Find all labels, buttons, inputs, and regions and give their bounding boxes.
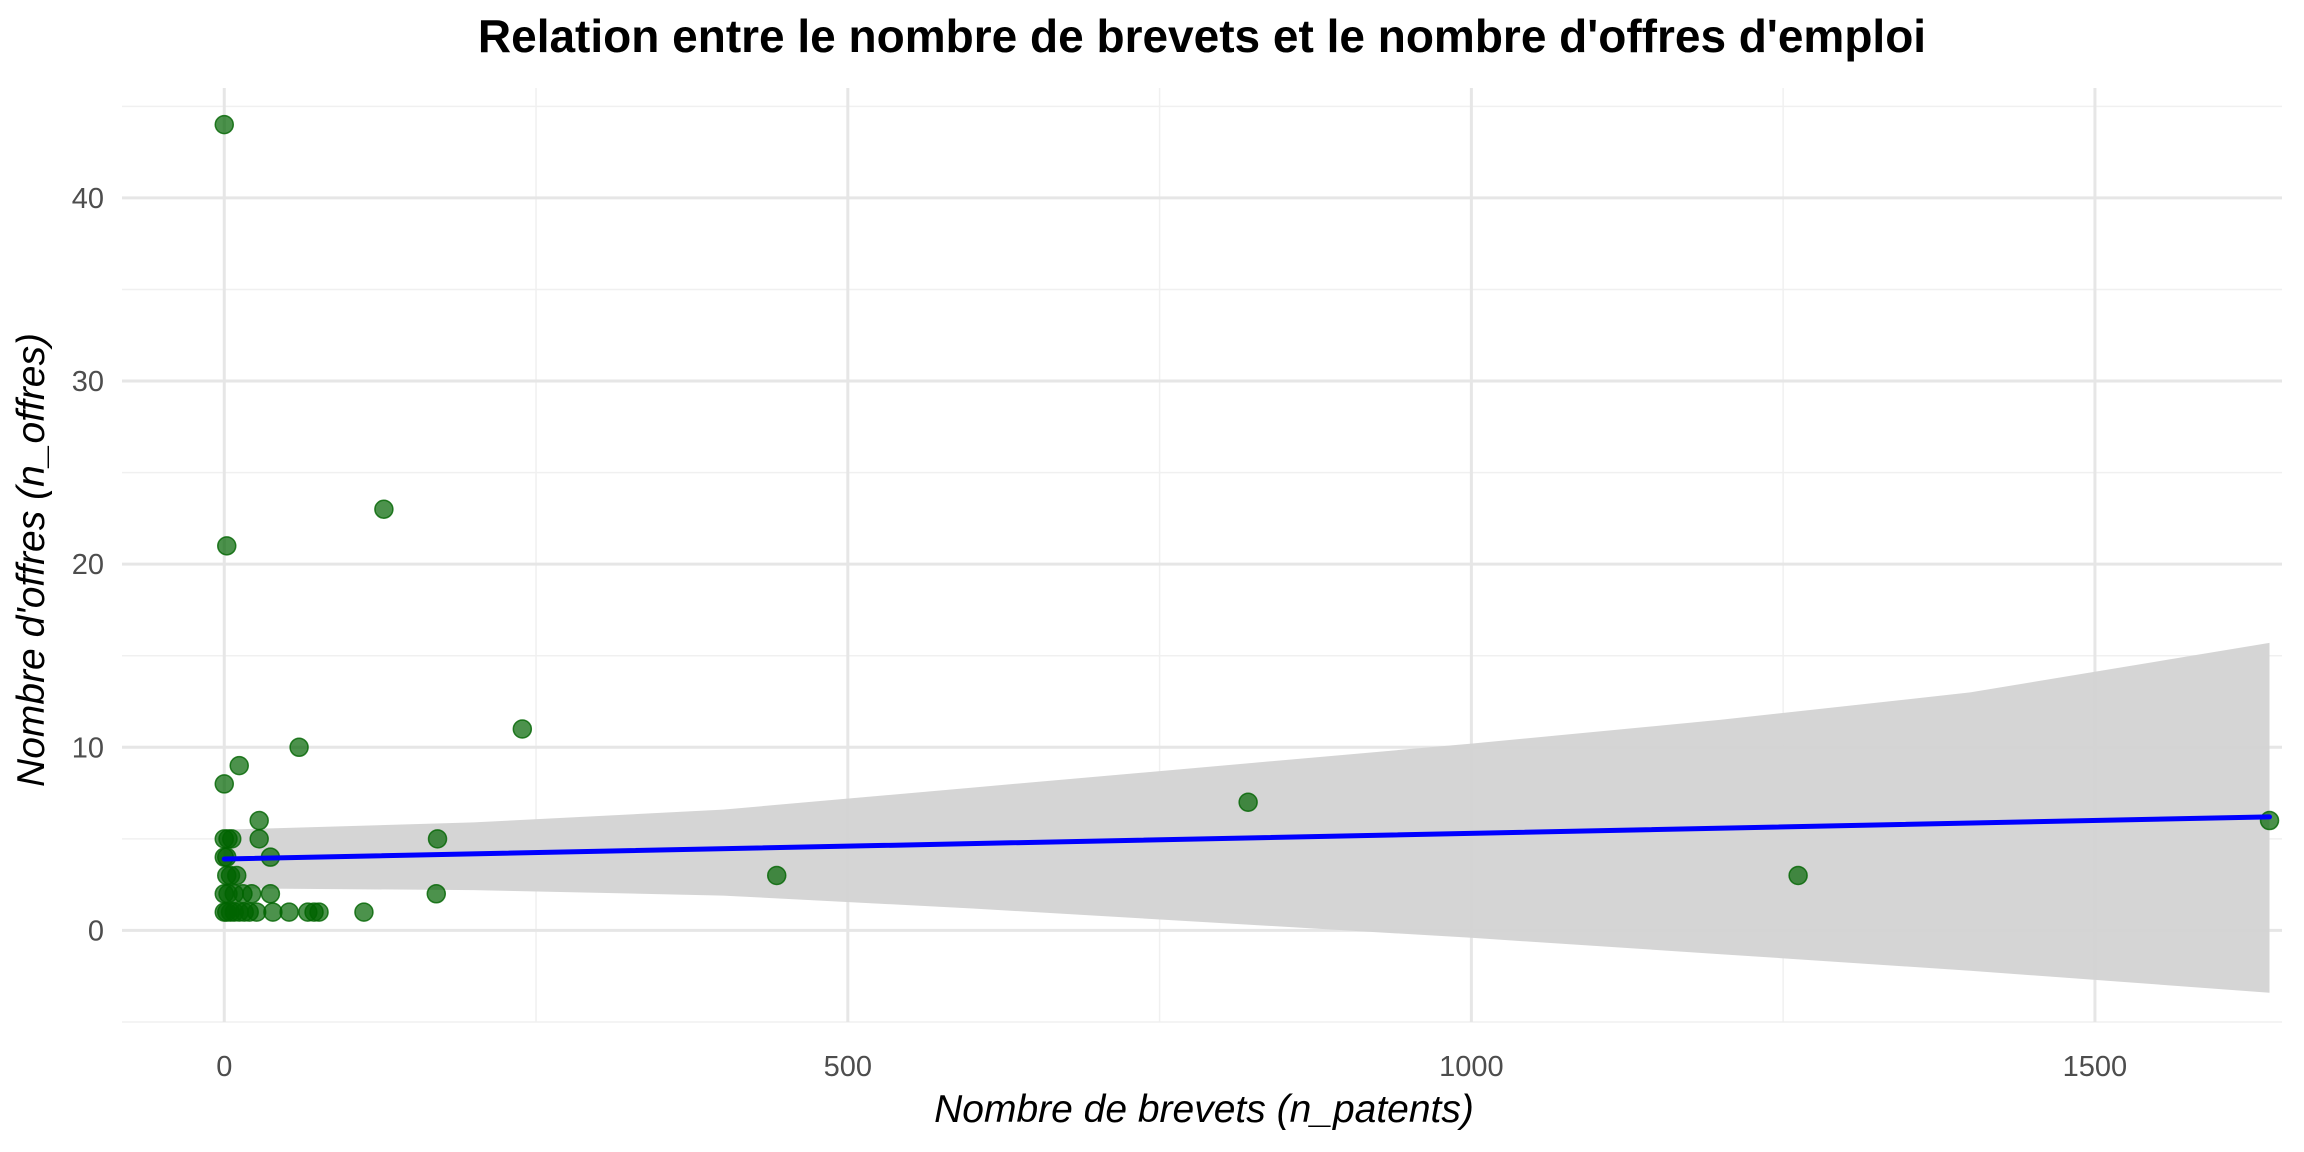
y-tick-label: 10 — [72, 732, 104, 764]
data-point — [260, 884, 281, 904]
data-point — [249, 829, 269, 849]
data-point — [309, 902, 329, 922]
chart-title: Relation entre le nombre de brevets et l… — [478, 10, 1926, 62]
data-point — [354, 902, 374, 922]
data-point — [229, 755, 249, 776]
data-point — [241, 884, 262, 904]
data-point — [263, 902, 283, 922]
data-point — [426, 884, 447, 904]
x-tick-label: 1000 — [1439, 1051, 1504, 1083]
fit-line — [221, 814, 2273, 862]
data-point — [226, 865, 247, 886]
data-point — [214, 774, 235, 794]
x-tick-label: 500 — [824, 1051, 872, 1083]
data-point — [249, 810, 269, 831]
data-point — [374, 499, 394, 519]
data-point — [2259, 810, 2280, 831]
y-axis-title: Nombre d'offres (n_offres) — [10, 333, 53, 787]
data-point — [279, 902, 299, 922]
data-point — [221, 829, 242, 849]
data-point — [246, 902, 267, 922]
data-point — [1788, 865, 1808, 886]
y-tick-label: 20 — [72, 549, 104, 581]
x-axis-title: Nombre de brevets (n_patents) — [934, 1088, 1474, 1131]
y-tick-label: 40 — [72, 183, 104, 215]
regression-line — [221, 814, 2273, 862]
data-point — [766, 865, 787, 886]
data-point — [512, 719, 533, 739]
data-point — [1238, 792, 1258, 812]
data-point — [427, 829, 448, 849]
confidence-band — [224, 642, 2270, 993]
x-tick-label: 0 — [216, 1051, 232, 1083]
confidence-ribbon — [224, 642, 2270, 993]
data-point — [217, 536, 237, 556]
y-tick-label: 0 — [88, 915, 104, 947]
tick-labels: 0 500 1000 1500 0 10 20 30 40 — [72, 183, 2127, 1083]
y-tick-label: 30 — [72, 366, 104, 398]
data-point — [289, 737, 309, 758]
x-tick-label: 1500 — [2063, 1051, 2128, 1083]
data-point — [214, 114, 235, 135]
